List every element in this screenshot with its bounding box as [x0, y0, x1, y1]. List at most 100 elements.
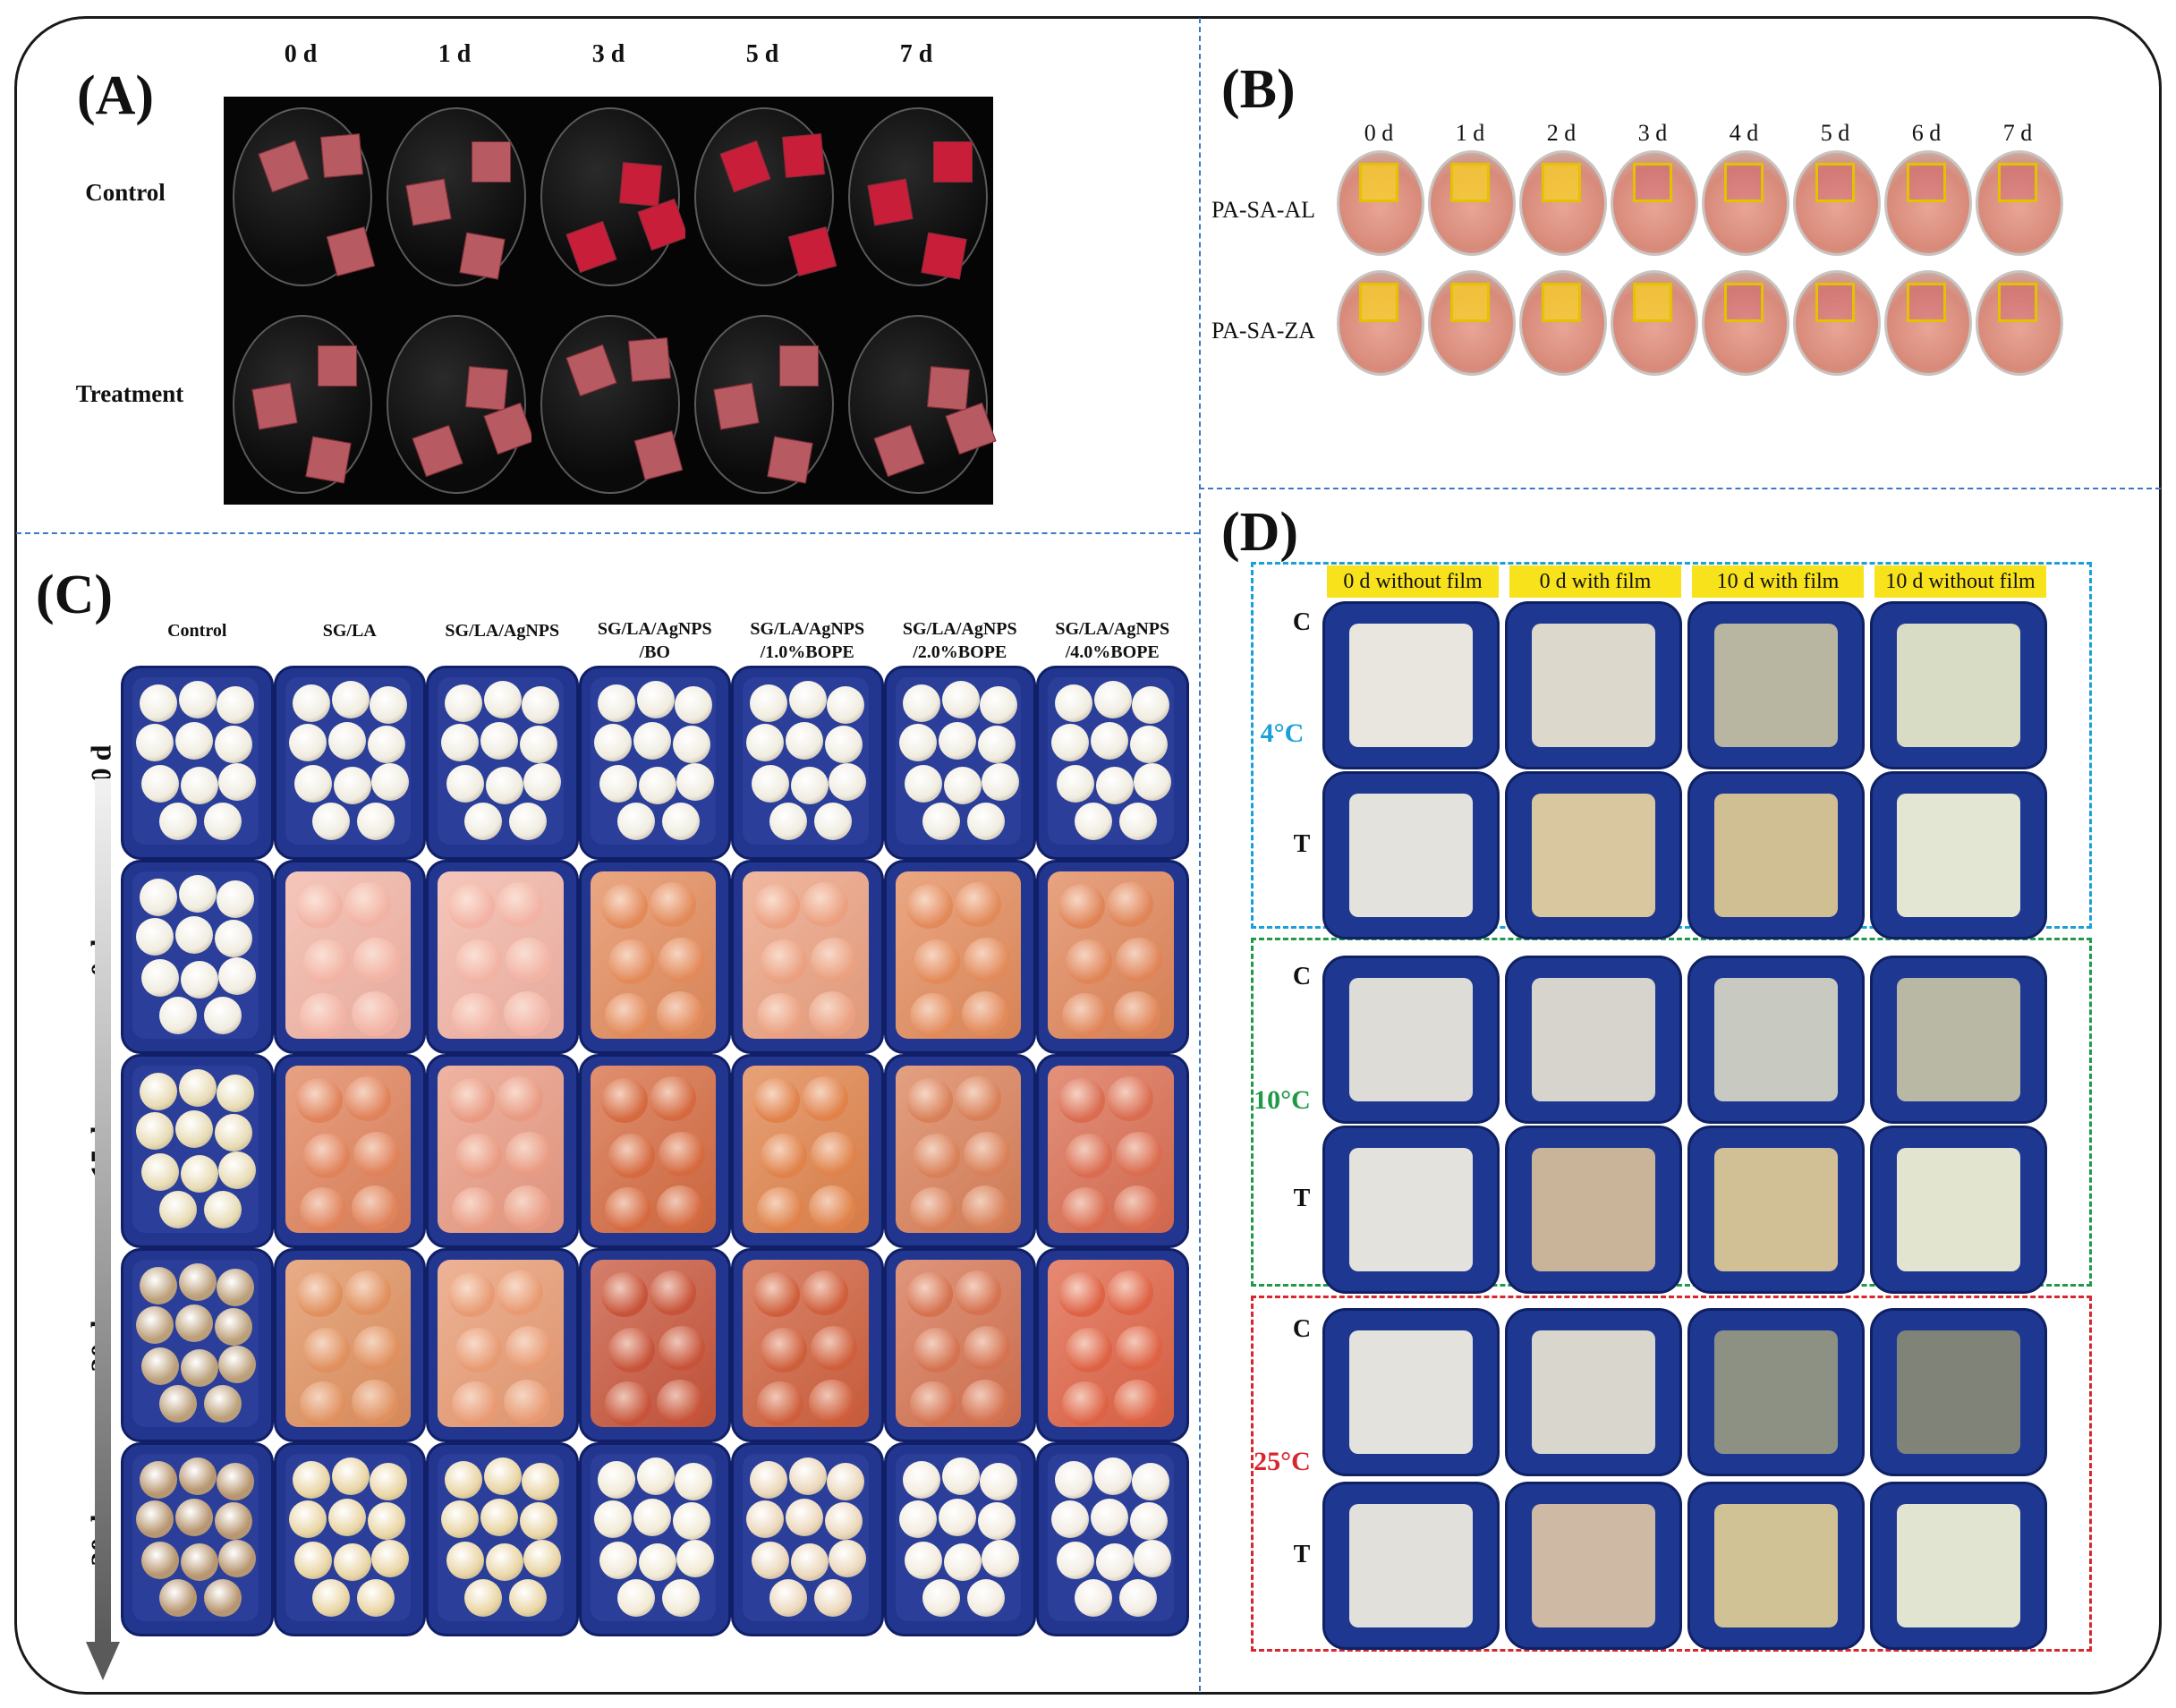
- mushroom: [218, 957, 256, 995]
- rice-contents: [1713, 1147, 1839, 1272]
- rice-contents: [1896, 977, 2021, 1102]
- panel-b-row-pa-sa-al: PA-SA-AL: [1211, 197, 1316, 223]
- temperature-group-box: [1251, 1296, 2092, 1652]
- mushroom-tray: [426, 1442, 579, 1636]
- mushroom: [789, 1457, 827, 1495]
- mushroom: [1094, 681, 1132, 718]
- mushroom: [179, 1263, 217, 1301]
- mushroom: [504, 991, 550, 1036]
- indicator-film: [1998, 283, 2037, 322]
- petri-dish: [387, 315, 526, 494]
- mushroom: [761, 939, 807, 984]
- mushroom: [963, 1326, 1010, 1371]
- mushroom: [829, 763, 866, 801]
- panel-b-day-header: 1 d: [1455, 120, 1485, 146]
- mushroom: [452, 993, 498, 1038]
- mushroom: [215, 920, 252, 957]
- meat-cube: [320, 133, 363, 178]
- mushroom: [497, 882, 543, 927]
- mushroom: [752, 1542, 789, 1579]
- mushroom: [661, 803, 700, 840]
- mushroom-tray: [273, 860, 426, 1054]
- mushroom: [656, 1185, 703, 1230]
- mushroom: [902, 684, 940, 722]
- mushroom: [215, 1502, 252, 1540]
- mushroom-tray: [273, 666, 426, 860]
- mushroom: [302, 939, 350, 984]
- rice-contents: [1348, 1330, 1474, 1455]
- mushroom-tray: [121, 1442, 274, 1636]
- mushroom: [215, 726, 252, 763]
- meat-cube: [779, 345, 819, 387]
- rice-tray: [1870, 1126, 2047, 1294]
- indicator-film: [1633, 163, 1672, 202]
- mushroom: [1057, 1542, 1094, 1579]
- rice-tray: [1687, 956, 1865, 1124]
- mushroom-tray: [578, 666, 731, 860]
- mushroom: [159, 803, 197, 840]
- indicator-film: [1724, 163, 1764, 202]
- mushroom: [757, 1381, 803, 1426]
- mushroom: [769, 1579, 807, 1617]
- mushroom: [604, 1187, 651, 1232]
- mushroom: [464, 803, 502, 840]
- panel-d-column-header: 0 d without film: [1327, 565, 1499, 598]
- mushroom: [661, 1579, 700, 1617]
- mushroom: [179, 875, 217, 913]
- mushroom: [522, 686, 559, 724]
- rice-contents: [1713, 1330, 1839, 1455]
- meat-cube: [782, 133, 825, 178]
- mushroom: [1058, 1272, 1105, 1317]
- mushroom: [299, 1381, 346, 1426]
- meat-cube: [619, 162, 662, 207]
- rice-contents: [1531, 977, 1656, 1102]
- mushroom: [674, 1463, 712, 1500]
- rice-tray: [1322, 1126, 1500, 1294]
- mushroom: [140, 1073, 177, 1110]
- meat-cube: [921, 232, 967, 280]
- mushroom: [746, 724, 784, 761]
- mushroom: [593, 724, 632, 761]
- mushroom: [204, 1579, 242, 1617]
- mushroom: [311, 803, 350, 840]
- mushroom: [1130, 726, 1168, 763]
- panel-d-row-label: C: [1292, 1315, 1312, 1343]
- mushroom-tray: [883, 1442, 1036, 1636]
- panel-d-row-label: T: [1293, 830, 1311, 858]
- sample-dish: [1793, 270, 1881, 376]
- mushroom: [1091, 1499, 1128, 1536]
- mushroom: [136, 918, 174, 956]
- rice-tray: [1687, 771, 1865, 939]
- panel-a-day-header: 1 d: [438, 40, 472, 68]
- mushroom: [344, 1076, 391, 1121]
- panel-d-column-header: 10 d without film: [1874, 565, 2046, 598]
- mushroom-tray: [1036, 860, 1189, 1054]
- mushroom: [218, 1346, 256, 1383]
- mushroom: [455, 939, 502, 984]
- mushroom: [302, 1328, 350, 1372]
- panel-c-label: (C): [36, 565, 114, 625]
- mushroom: [979, 1463, 1017, 1500]
- mushroom: [1062, 1381, 1109, 1426]
- mushroom: [827, 686, 864, 724]
- mushroom: [333, 1543, 371, 1581]
- mushroom-tray: [426, 666, 579, 860]
- mushroom: [441, 724, 479, 761]
- mushroom: [136, 1500, 174, 1538]
- mushroom: [913, 1134, 960, 1178]
- panel-d-column-header: 10 d with film: [1692, 565, 1864, 598]
- rice-contents: [1348, 977, 1474, 1102]
- rice-tray: [1322, 956, 1500, 1124]
- mushroom: [292, 684, 330, 722]
- mushroom: [905, 884, 953, 929]
- mushroom: [656, 991, 703, 1036]
- mushroom: [141, 959, 179, 997]
- rice-tray: [1870, 601, 2047, 769]
- mushroom-tray: [731, 860, 884, 1054]
- mushroom: [136, 1112, 174, 1150]
- mushroom-tray: [426, 1248, 579, 1442]
- rice-tray: [1322, 1482, 1500, 1650]
- mushroom: [600, 1272, 648, 1317]
- mushroom: [344, 882, 391, 927]
- rice-contents: [1531, 1147, 1656, 1272]
